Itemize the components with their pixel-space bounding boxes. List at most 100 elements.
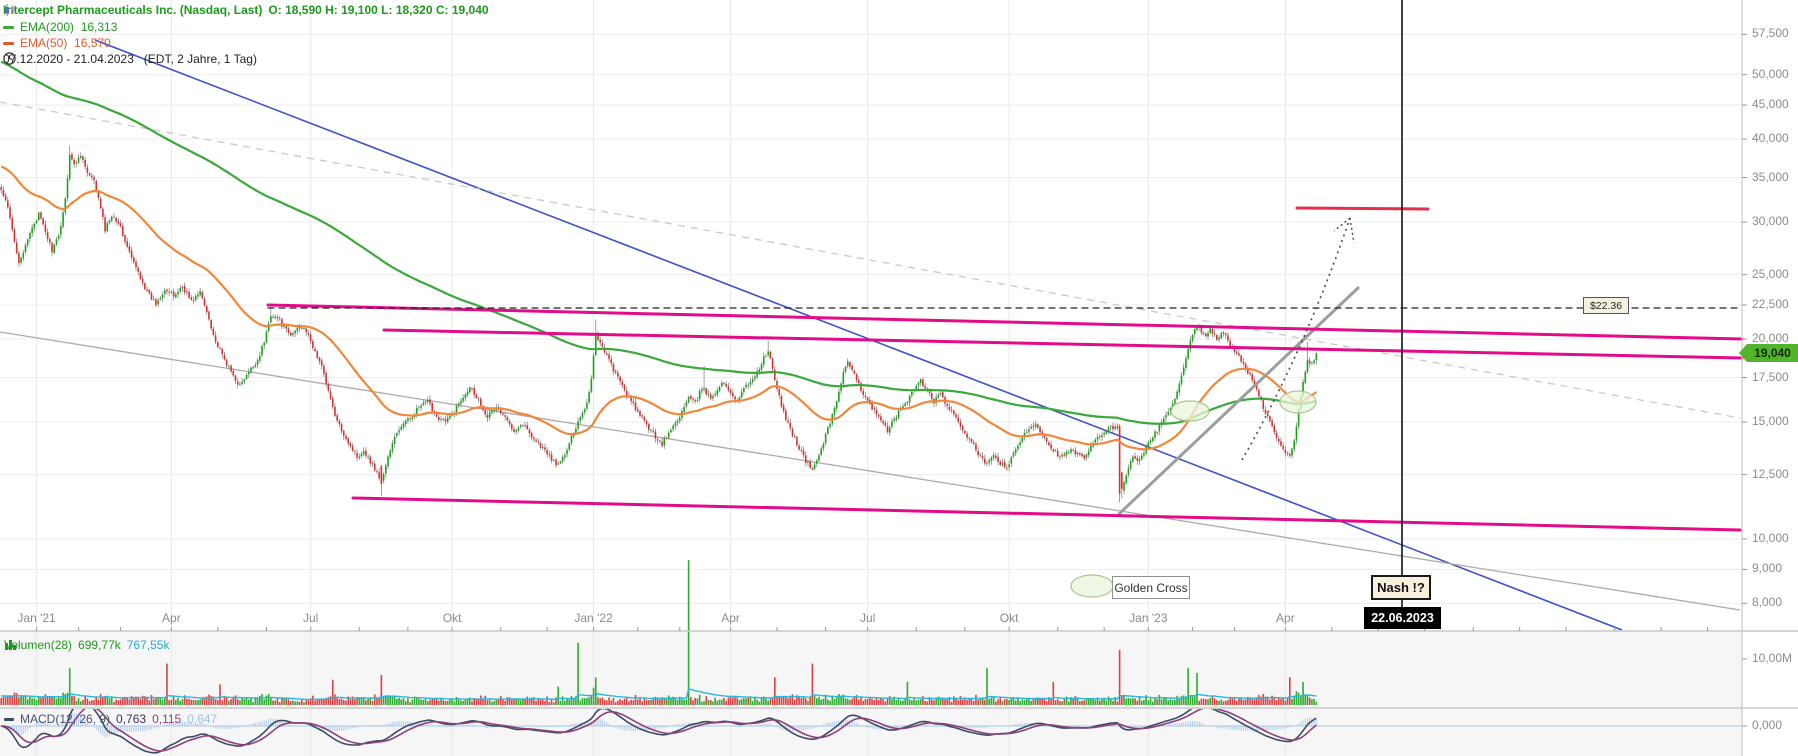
candle-body [285, 326, 288, 329]
candle-body [1284, 449, 1287, 454]
candle-body [683, 406, 685, 412]
candle-body [1182, 367, 1185, 375]
volume-bar [1134, 698, 1136, 705]
volume-bar [946, 699, 949, 705]
candle-body [367, 456, 369, 457]
candle-body [2, 189, 5, 197]
nash-label[interactable]: Nash !? [1371, 575, 1431, 600]
volume-bar [902, 700, 904, 705]
volume-bar [104, 696, 106, 705]
candle-body [179, 288, 182, 292]
volume-bar [203, 698, 206, 705]
volume-bar [955, 698, 957, 705]
volume-bar [420, 699, 422, 705]
candle-body [338, 421, 341, 424]
volume-bar [608, 697, 610, 705]
volume-bar [91, 700, 93, 705]
volume-bar [577, 642, 579, 705]
volume-bar [1063, 699, 1066, 705]
volume-bar [62, 692, 64, 705]
candle-body [922, 379, 924, 387]
candle-body [84, 160, 86, 167]
event-date-text: 22.06.2023 [1371, 611, 1434, 625]
candle-body [356, 452, 358, 458]
last-price-text: 19,040 [1754, 346, 1791, 360]
volume-bar [477, 699, 480, 705]
volume-bar [146, 697, 148, 705]
candle-body [579, 417, 582, 421]
candle-body [1143, 453, 1145, 456]
candle-body [652, 430, 655, 432]
volume-bar [64, 693, 67, 705]
volume-bar [1043, 699, 1046, 705]
candle-body [1264, 409, 1267, 414]
event-date-flag[interactable]: 22.06.2023 [1364, 607, 1441, 629]
volume-bar [285, 698, 288, 705]
candle-body [1030, 426, 1032, 429]
date-axis-label: Jul [302, 611, 319, 625]
volume-bar [1158, 694, 1161, 705]
candle-body [1176, 391, 1178, 399]
volume-bar [745, 698, 747, 705]
candle-body [1224, 333, 1227, 336]
candle-body [1213, 333, 1216, 335]
price-axis-label: 25,000 [1752, 266, 1789, 281]
instrument-ohlc: O: 18,590 H: 19,100 L: 18,320 C: 19,040 [268, 3, 489, 17]
volume-bar [329, 696, 332, 705]
volume-bar [342, 700, 345, 705]
price-line-label[interactable]: $22.36 [1583, 297, 1629, 314]
volume-bar [232, 696, 235, 705]
volume-bar [995, 701, 997, 705]
volume-bar [446, 700, 449, 705]
candle-body [537, 441, 540, 443]
candle-body [919, 379, 922, 384]
ema200-legend-row[interactable]: EMA(200) 16,313 [3, 20, 117, 34]
macd-legend-row[interactable]: MACD(12, 26, 9) 0,763 0,115 0,647 [4, 712, 217, 726]
candle-body [1233, 347, 1236, 352]
date-range-row[interactable]: 07.12.2020 - 21.04.2023 (EDT, 2 Jahre, 1… [3, 52, 257, 66]
volume-bar [508, 697, 511, 705]
candle-body [66, 178, 69, 199]
volume-bar [453, 701, 456, 705]
volume-bar [968, 697, 971, 705]
candle-body [594, 335, 597, 356]
golden-cross-label[interactable]: Golden Cross [1112, 576, 1190, 599]
volume-bar [75, 701, 78, 705]
volume-bar [170, 699, 173, 705]
candle-body [1014, 449, 1017, 454]
volume-bar [42, 697, 44, 705]
volume-bar [212, 696, 215, 705]
volume-bar [219, 684, 221, 705]
candle-body [420, 405, 422, 408]
candle-body [809, 461, 811, 468]
candle-body [1311, 363, 1313, 365]
volume-bar [924, 701, 926, 705]
candle-body [133, 257, 135, 262]
volume-bar [287, 699, 290, 705]
volume-bar [1244, 699, 1247, 705]
candle-body [75, 162, 78, 164]
candle-body [119, 223, 122, 227]
sub-pane-background [0, 631, 1742, 756]
volume-bar [650, 699, 652, 705]
volume-bar [1295, 691, 1298, 705]
volume-bar [552, 702, 555, 705]
volume-bar [672, 696, 674, 705]
candle-body [1302, 381, 1304, 396]
volume-bar [891, 699, 893, 705]
ema50-legend-row[interactable]: EMA(50) 16,570 [3, 36, 111, 50]
volume-bar [1132, 698, 1134, 705]
volume-bar [674, 698, 677, 705]
last-price-tag: 19,040 [1739, 344, 1798, 362]
candle-body [11, 218, 14, 230]
volume-legend-row[interactable]: Volumen(28) 699,77k 767,55k [4, 638, 169, 652]
candle-body [1169, 408, 1172, 412]
instrument-legend-row[interactable]: Intercept Pharmaceuticals Inc. (Nasdaq, … [3, 3, 489, 17]
candle-body [86, 167, 89, 173]
candle-body [1087, 451, 1090, 456]
volume-bar [1145, 695, 1147, 705]
volume-bar [1074, 696, 1077, 705]
volume-bar [1021, 699, 1024, 705]
volume-bar [1160, 699, 1163, 705]
